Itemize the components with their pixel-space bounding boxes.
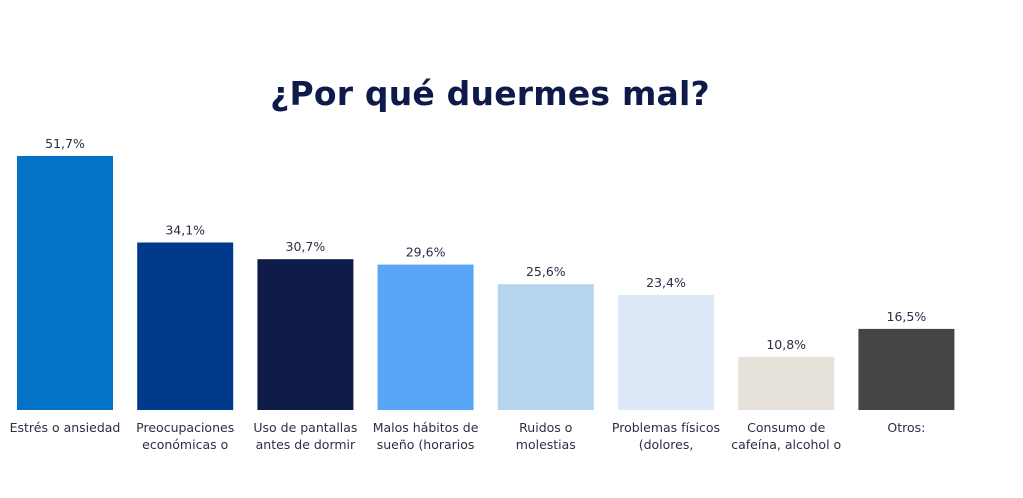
category-label-line: cafeína, alcohol o	[731, 437, 841, 452]
category-label-5: Ruidos o molestias	[516, 420, 576, 452]
value-label-7: 10,8%	[766, 337, 806, 352]
category-label-line: Estrés o ansiedad	[10, 420, 121, 435]
value-label-4: 29,6%	[406, 245, 446, 260]
category-label-1: Estrés o ansiedad	[10, 420, 121, 435]
category-label-line: Ruidos o	[519, 420, 572, 435]
category-label-line: antes de dormir	[256, 437, 356, 452]
bar-6	[618, 295, 714, 410]
value-label-2: 34,1%	[165, 223, 205, 238]
category-label-8: Otros:	[887, 420, 925, 435]
category-label-line: Otros:	[887, 420, 925, 435]
category-label-7: Consumo de cafeína, alcohol o	[731, 420, 841, 452]
value-label-5: 25,6%	[526, 264, 566, 279]
category-label-line: Consumo de	[747, 420, 825, 435]
value-label-6: 23,4%	[646, 275, 686, 290]
category-label-line: Malos hábitos de	[373, 420, 479, 435]
value-label-3: 30,7%	[286, 239, 326, 254]
bar-8	[858, 328, 955, 410]
category-label-line: sueño (horarios	[377, 437, 475, 452]
chart-title: ¿Por qué duermes mal?	[270, 74, 710, 113]
category-label-line: Uso de pantallas	[253, 420, 357, 435]
category-label-3: Uso de pantallas antes de dormir	[253, 420, 357, 452]
value-label-1: 51,7%	[45, 136, 85, 151]
bar-3	[257, 259, 354, 410]
category-label-line: Problemas físicos	[612, 420, 720, 435]
category-label-line: molestias	[516, 437, 576, 452]
bar-5	[497, 284, 594, 410]
category-label-line: económicas o	[142, 437, 228, 452]
bar-2	[137, 242, 234, 410]
category-label-6: Problemas físicos (dolores,	[612, 420, 720, 452]
value-label-8: 16,5%	[887, 309, 927, 324]
category-label-line: (dolores,	[639, 437, 694, 452]
bar-7	[738, 356, 835, 410]
bar-4	[377, 264, 474, 410]
bar-1	[17, 156, 113, 410]
category-label-2: Preocupaciones económicas o	[136, 420, 234, 452]
category-label-4: Malos hábitos de sueño (horarios	[373, 420, 479, 452]
category-label-line: Preocupaciones	[136, 420, 234, 435]
